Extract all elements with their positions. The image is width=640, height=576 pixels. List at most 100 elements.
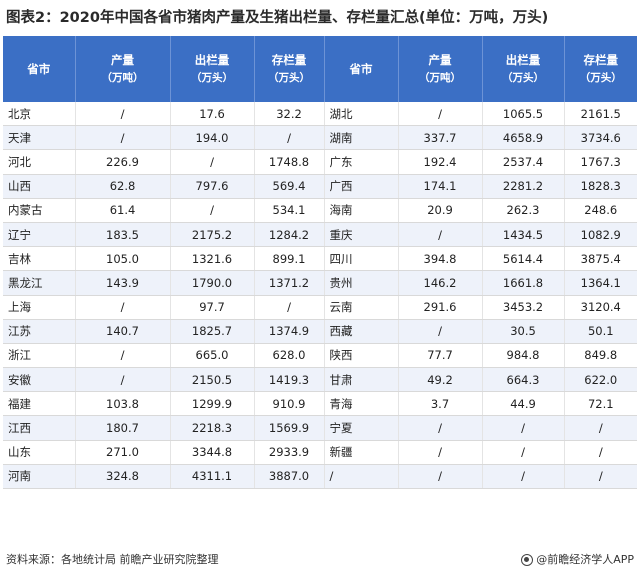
table-row: 天津/194.0/湖南 337.7 4658.9 3734.6 xyxy=(3,125,637,151)
cell-slaughter-right: 984.8 xyxy=(482,343,565,369)
cell-slaughter-left: 97.7 xyxy=(170,295,255,320)
cell-production-left: 61.4 xyxy=(75,198,171,223)
cell-inventory-left: 569.4 xyxy=(254,174,325,199)
cell-slaughter-left: 2150.5 xyxy=(170,367,255,393)
cell-province-left: 天津 xyxy=(3,125,76,151)
cell-province-right: 重庆 xyxy=(324,222,399,248)
cell-inventory-left: / xyxy=(254,125,325,151)
cell-production-right: / xyxy=(398,319,483,344)
header-inventory-left: 存栏量 （万头） xyxy=(254,36,325,102)
cell-province-right: 湖南 xyxy=(324,125,399,151)
data-table: 省市 产量 （万吨） 出栏量 （万头） 存栏量 （万头） 省市 产量 （万吨） 出栏量（… xyxy=(3,36,637,490)
cell-slaughter-right: 1434.5 xyxy=(482,222,565,248)
cell-production-left: 271.0 xyxy=(75,440,171,465)
cell-production-left: 140.7 xyxy=(75,319,171,344)
cell-province-left: 内蒙古 xyxy=(3,198,76,223)
cell-slaughter-left: 17.6 xyxy=(170,102,255,127)
cell-production-right: 337.7 xyxy=(398,125,483,151)
cell-production-right: 77.7 xyxy=(398,343,483,369)
cell-inventory-left: 628.0 xyxy=(254,343,325,369)
cell-slaughter-left: 2218.3 xyxy=(170,415,255,441)
table-row: 安徽/2150.5 1419.3 甘肃 49.2 664.3 622.0 xyxy=(3,367,637,393)
cell-slaughter-right: 44.9 xyxy=(482,391,565,417)
cell-inventory-left: 534.1 xyxy=(254,198,325,223)
table-row: 福建 103.8 1299.9 910.9 青海 3.7 44.9 72.1 xyxy=(3,391,637,417)
cell-production-left: 183.5 xyxy=(75,222,171,248)
cell-production-left: 226.9 xyxy=(75,149,171,175)
cell-production-right: / xyxy=(398,464,483,490)
cell-province-left: 黑龙江 xyxy=(3,270,76,296)
cell-slaughter-right: 664.3 xyxy=(482,367,565,393)
cell-inventory-right: / xyxy=(564,415,637,441)
cell-slaughter-right: 4658.9 xyxy=(482,125,565,151)
table-row: 江西 180.7 2218.3 1569.9 宁夏 / / / xyxy=(3,415,637,441)
cell-production-right: / xyxy=(398,415,483,441)
cell-province-left: 辽宁 xyxy=(3,222,76,248)
cell-inventory-left: 32.2 xyxy=(254,102,325,127)
table-row: 山西 62.8 797.6 569.4 广西 174.1 2281.2 1828.3 xyxy=(3,174,637,199)
table-body: 北京/17.6 32.2 湖北/1065.5 2161.5 天津/194.0/湖南 337… xyxy=(3,102,637,490)
cell-slaughter-left: 4311.1 xyxy=(170,464,255,490)
header-inventory-right: 存栏量 （万头） xyxy=(564,36,637,102)
cell-province-right: 湖北 xyxy=(324,102,399,127)
cell-province-left: 福建 xyxy=(3,391,76,417)
cell-production-right: 20.9 xyxy=(398,198,483,223)
cell-slaughter-left: 1825.7 xyxy=(170,319,255,344)
cell-province-right: 青海 xyxy=(324,391,399,417)
cell-slaughter-left: 1321.6 xyxy=(170,246,255,272)
cell-production-left: 180.7 xyxy=(75,415,171,441)
cell-inventory-left: 2933.9 xyxy=(254,440,325,465)
cell-slaughter-left: 3344.8 xyxy=(170,440,255,465)
cell-province-left: 上海 xyxy=(3,295,76,320)
cell-slaughter-left: 665.0 xyxy=(170,343,255,369)
table-row: 河北 226.9/1748.8 广东 192.4 2537.4 1767.3 xyxy=(3,149,637,175)
header-province-left: 省市 xyxy=(3,36,76,102)
cell-production-right: / xyxy=(398,440,483,465)
cell-inventory-right: 1767.3 xyxy=(564,149,637,175)
cell-inventory-right: 3734.6 xyxy=(564,125,637,151)
cell-slaughter-left: 797.6 xyxy=(170,174,255,199)
table-row: 江苏 140.7 1825.7 1374.9 西藏/30.5 50.1 xyxy=(3,319,637,344)
cell-province-right: 新疆 xyxy=(324,440,399,465)
header-row: 省市 产量 （万吨） 出栏量 （万头） 存栏量 （万头） 省市 产量 （万吨） 出栏量（… xyxy=(3,36,637,102)
cell-slaughter-right: 3453.2 xyxy=(482,295,565,320)
cell-slaughter-right: 5614.4 xyxy=(482,246,565,272)
table-row: 吉林 105.0 1321.6 899.1 四川 394.8 5614.4 3875.4 xyxy=(3,246,637,272)
footer: 资料来源：各地统计局 前瞻产业研究院整理 @前瞻经济学人APP xyxy=(4,550,636,570)
cell-slaughter-right: 30.5 xyxy=(482,319,565,344)
cell-production-left: / xyxy=(75,295,171,320)
cell-inventory-left: 1748.8 xyxy=(254,149,325,175)
cell-production-right: / xyxy=(398,102,483,127)
cell-production-left: 143.9 xyxy=(75,270,171,296)
header-production-right: 产量 （万吨） xyxy=(398,36,483,102)
cell-inventory-left: 1419.3 xyxy=(254,367,325,393)
table-row: 内蒙古 61.4/534.1 海南 20.9 262.3 248.6 xyxy=(3,198,637,223)
cell-production-left: / xyxy=(75,125,171,151)
table-row: 山东 271.0 3344.8 2933.9 新疆 / / / xyxy=(3,440,637,465)
cell-production-right: 192.4 xyxy=(398,149,483,175)
cell-slaughter-left: 1790.0 xyxy=(170,270,255,296)
cell-province-right: 广东 xyxy=(324,149,399,175)
header-province-right: 省市 xyxy=(324,36,399,102)
cell-inventory-right: 72.1 xyxy=(564,391,637,417)
cell-production-right: 49.2 xyxy=(398,367,483,393)
cell-production-right: 3.7 xyxy=(398,391,483,417)
cell-inventory-right: / xyxy=(564,440,637,465)
cell-inventory-left: 1284.2 xyxy=(254,222,325,248)
cell-production-left: 103.8 xyxy=(75,391,171,417)
cell-production-left: / xyxy=(75,367,171,393)
brand-credit: @前瞻经济学人APP xyxy=(521,550,634,570)
cell-province-left: 江苏 xyxy=(3,319,76,344)
cell-province-right: 宁夏 xyxy=(324,415,399,441)
table-row: 辽宁 183.5 2175.2 1284.2 重庆/1434.5 1082.9 xyxy=(3,222,637,248)
cell-province-right: 西藏 xyxy=(324,319,399,344)
cell-production-left: 324.8 xyxy=(75,464,171,490)
cell-inventory-left: 1371.2 xyxy=(254,270,325,296)
cell-production-right: / xyxy=(398,222,483,248)
cell-province-right: / xyxy=(324,464,399,490)
table-row: 黑龙江 143.9 1790.0 1371.2 贵州 146.2 1661.8 1364.1 xyxy=(3,270,637,296)
cell-inventory-left: 3887.0 xyxy=(254,464,325,490)
table-title: 图表2：2020年中国各省市猪肉产量及生猪出栏量、存栏量汇总(单位：万吨，万头) xyxy=(6,10,549,26)
cell-slaughter-right: 1065.5 xyxy=(482,102,565,127)
cell-slaughter-left: 1299.9 xyxy=(170,391,255,417)
